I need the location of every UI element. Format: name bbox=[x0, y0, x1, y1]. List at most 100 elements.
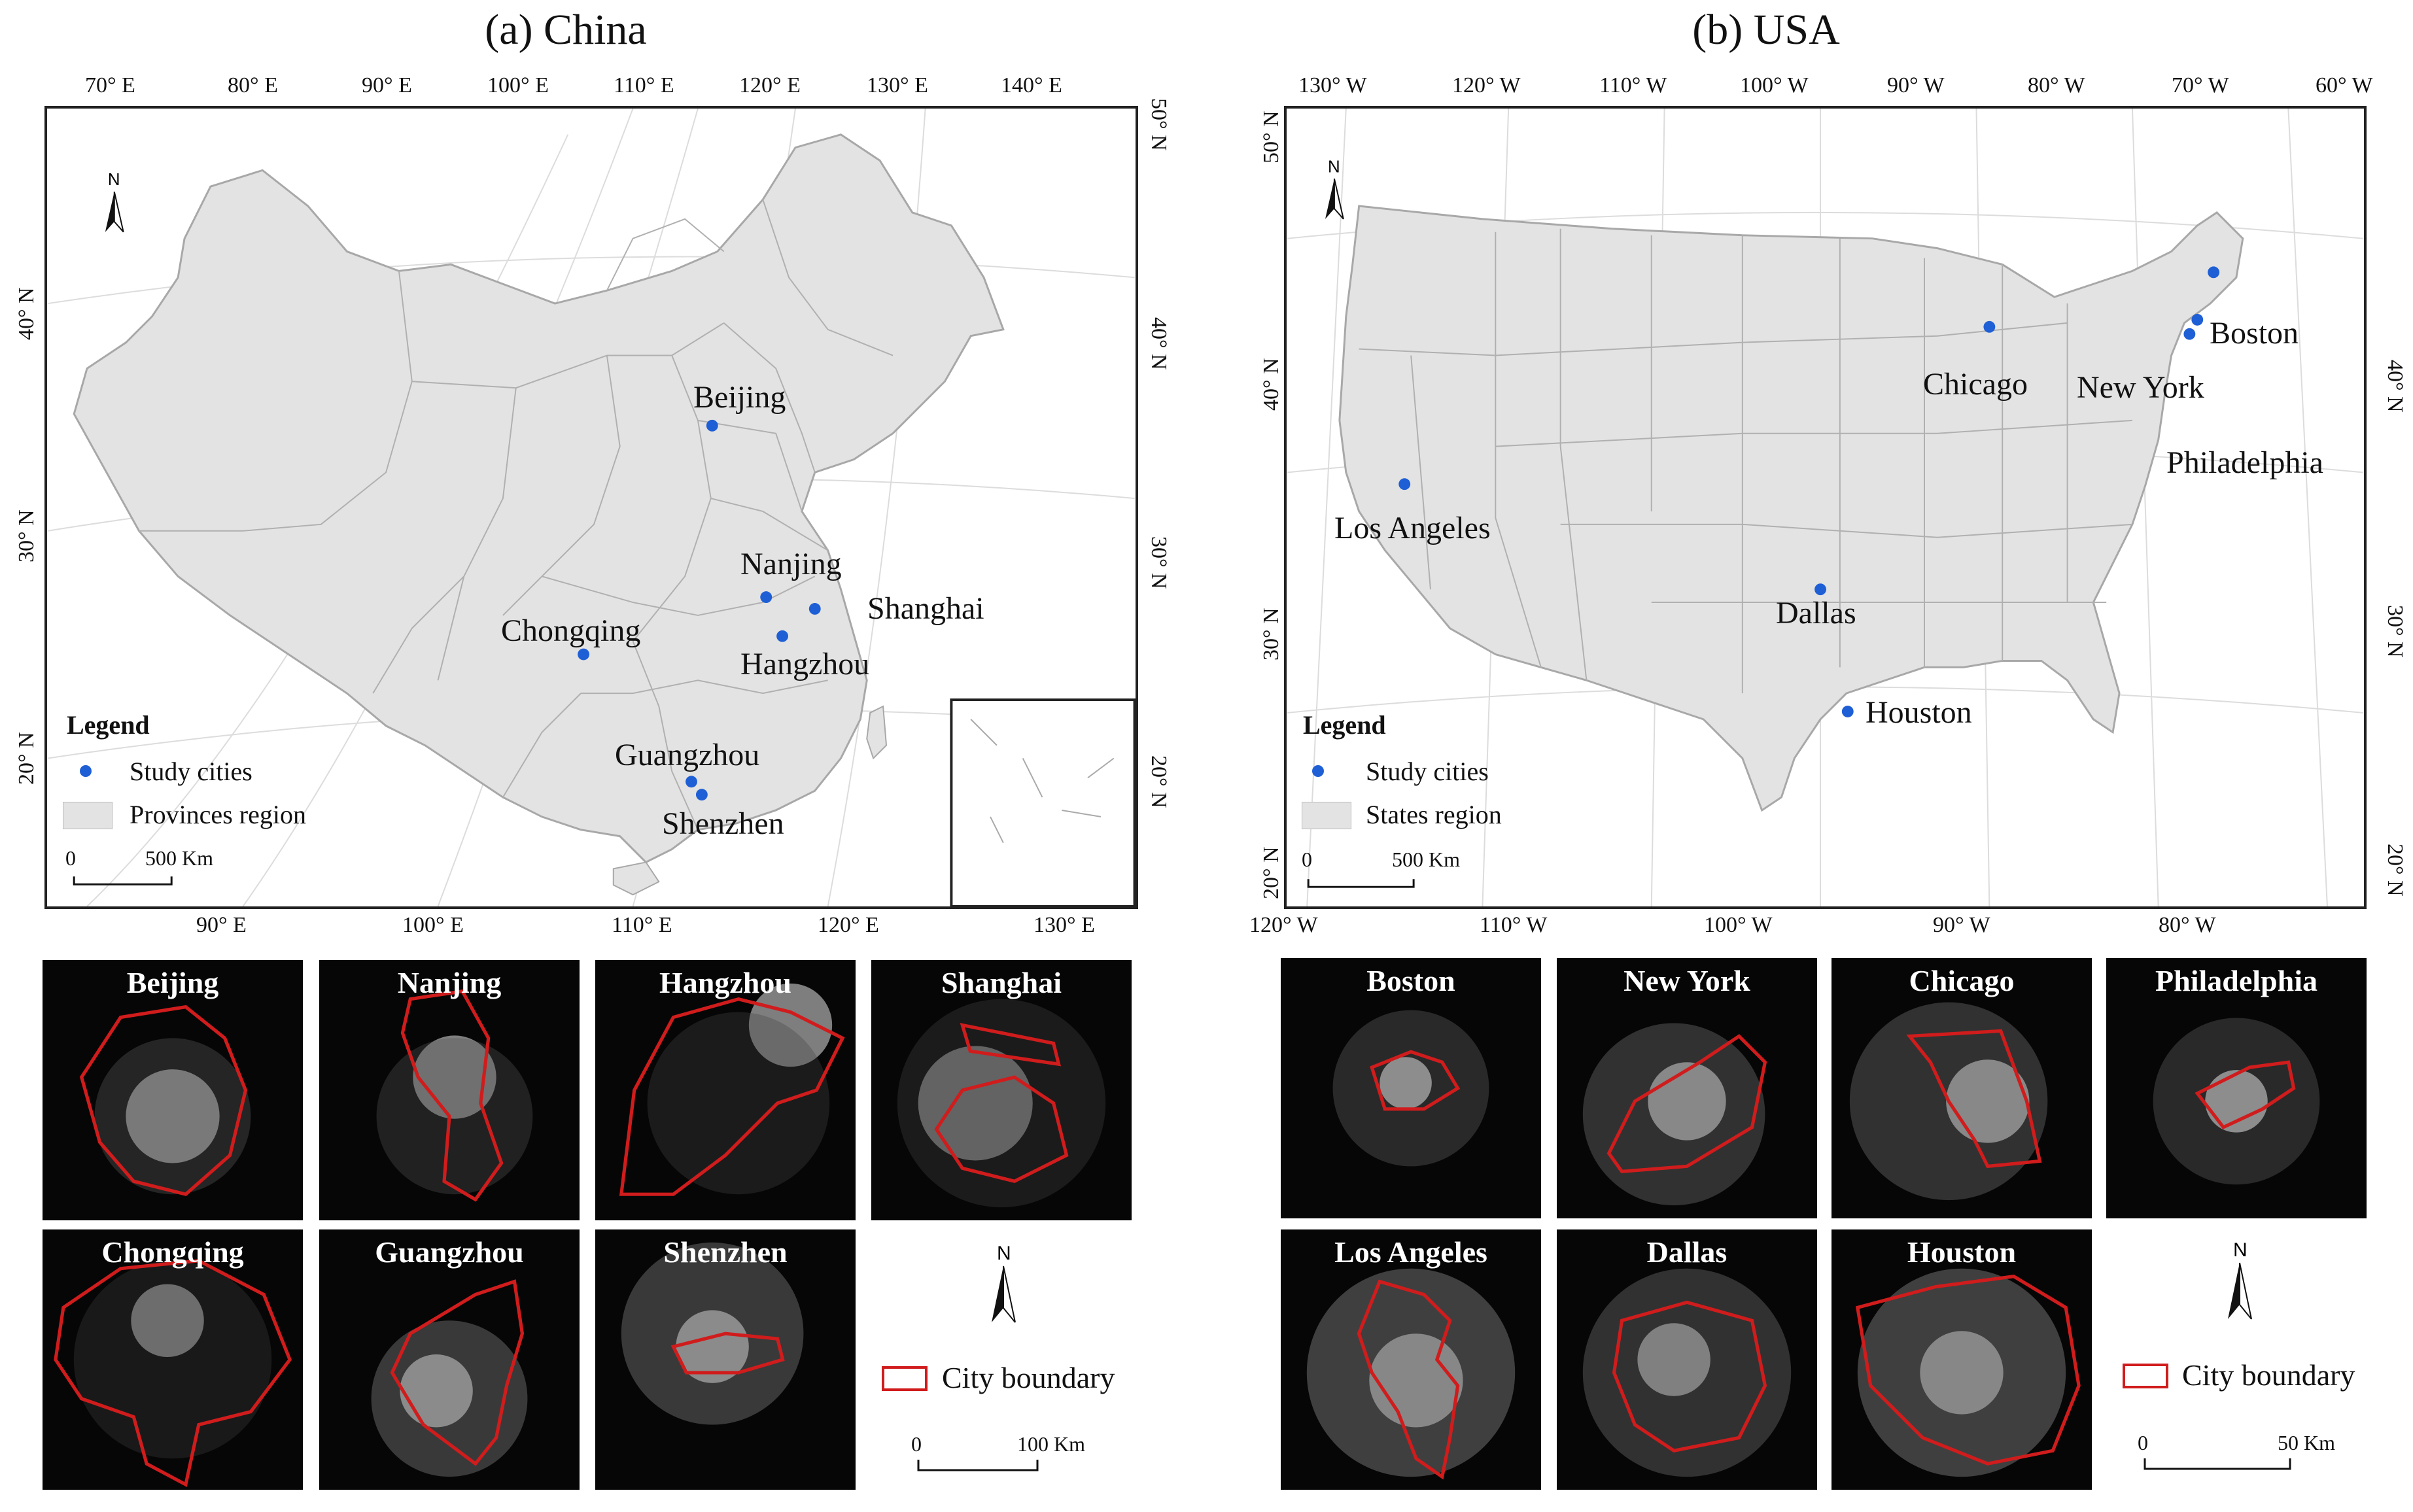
panel-label-new-york: New York bbox=[1623, 964, 1750, 997]
china-panels-scale-bar bbox=[917, 1460, 1039, 1471]
china-right-tick: 40° N bbox=[1147, 317, 1171, 370]
china-bottom-tick: 120° E bbox=[818, 913, 879, 937]
china-bottom-tick: 90° E bbox=[196, 913, 247, 937]
china-panels-north-arrow: N bbox=[992, 1243, 1016, 1323]
svg-text:N: N bbox=[2233, 1239, 2248, 1261]
usa-panels-scale-bar bbox=[2144, 1458, 2291, 1470]
city-label-hangzhou: Hangzhou bbox=[740, 647, 870, 681]
china-top-tick: 80° E bbox=[228, 73, 278, 97]
china-right-tick: 20° N bbox=[1147, 755, 1171, 808]
china-panels-scale-zero: 0 bbox=[911, 1432, 922, 1456]
city-dot-los-angeles bbox=[1398, 478, 1411, 490]
usa-panels-scale-value: 50 Km bbox=[2278, 1431, 2335, 1454]
china-map: N bbox=[44, 106, 1138, 909]
china-panel-guangzhou: Guangzhou bbox=[319, 1229, 580, 1490]
city-label-nanjing: Nanjing bbox=[740, 547, 842, 581]
city-label-dallas: Dallas bbox=[1776, 596, 1856, 630]
china-left-tick: 40° N bbox=[14, 287, 39, 340]
city-dot-hangzhou bbox=[776, 630, 789, 642]
usa-legend-title: Legend bbox=[1303, 710, 1386, 740]
city-label-new-york: New York bbox=[2077, 370, 2204, 405]
usa-top-tick: 130° W bbox=[1298, 73, 1367, 97]
china-right-tick: 50° N bbox=[1147, 98, 1171, 151]
china-panel-beijing: Beijing bbox=[43, 960, 303, 1220]
city-label-boston: Boston bbox=[2210, 316, 2299, 351]
usa-panel-los-angeles: Los Angeles bbox=[1281, 1229, 1541, 1490]
svg-text:N: N bbox=[997, 1243, 1011, 1264]
usa-panel-chicago: Chicago bbox=[1831, 958, 2092, 1218]
usa-panel-dallas: Dallas bbox=[1557, 1229, 1817, 1490]
china-scale-bar bbox=[73, 876, 173, 885]
usa-boundary-swatch bbox=[2123, 1364, 2168, 1388]
china-north-arrow: N bbox=[105, 171, 124, 233]
city-dot-houston bbox=[1841, 706, 1854, 717]
usa-left-tick: 20° N bbox=[1259, 846, 1283, 899]
china-provinces-region bbox=[73, 133, 1005, 864]
china-panels-scale-value: 100 Km bbox=[1017, 1432, 1085, 1456]
usa-panel-new-york: New York bbox=[1557, 958, 1817, 1218]
china-title: (a) China bbox=[485, 6, 647, 54]
china-panel-chongqing: Chongqing bbox=[43, 1229, 303, 1490]
china-panel-hangzhou: Hangzhou bbox=[595, 960, 856, 1220]
usa-top-tick: 60° W bbox=[2316, 73, 2373, 97]
panel-label-beijing: Beijing bbox=[126, 966, 219, 999]
china-top-tick: 100° E bbox=[487, 73, 549, 97]
south-china-sea-inset bbox=[950, 698, 1136, 906]
usa-left-tick: 40° N bbox=[1259, 358, 1283, 411]
usa-left-tick: 30° N bbox=[1259, 608, 1283, 661]
usa-panel-philadelphia: Philadelphia bbox=[2106, 958, 2367, 1218]
usa-right-tick: 40° N bbox=[2383, 360, 2407, 413]
city-label-houston: Houston bbox=[1866, 695, 1972, 730]
usa-scale-value: 500 Km bbox=[1392, 848, 1460, 871]
china-top-tick: 130° E bbox=[867, 73, 928, 97]
china-panel-nanjing: Nanjing bbox=[319, 960, 580, 1220]
city-dot-chicago bbox=[1983, 320, 1996, 333]
china-top-tick: 140° E bbox=[1001, 73, 1062, 97]
china-top-tick: 120° E bbox=[739, 73, 801, 97]
usa-bottom-tick: 90° W bbox=[1933, 913, 1990, 937]
usa-scale-zero: 0 bbox=[1302, 848, 1312, 871]
china-left-tick: 30° N bbox=[14, 509, 39, 562]
usa-north-arrow: N bbox=[1325, 158, 1344, 220]
city-dot-philadelphia bbox=[2183, 328, 2196, 340]
usa-top-tick: 110° W bbox=[1599, 73, 1667, 97]
china-right-tick: 30° N bbox=[1147, 536, 1171, 589]
city-dot-guangzhou bbox=[686, 776, 697, 788]
city-label-philadelphia: Philadelphia bbox=[2166, 445, 2323, 480]
china-boundary-swatch bbox=[882, 1366, 928, 1391]
city-dot-dallas bbox=[1814, 583, 1826, 596]
panel-label-shenzhen: Shenzhen bbox=[663, 1235, 788, 1269]
city-dot-shenzhen bbox=[695, 789, 708, 801]
usa-boundary-label: City boundary bbox=[2182, 1358, 2355, 1392]
china-top-tick: 70° E bbox=[85, 73, 135, 97]
china-legend-dot bbox=[80, 765, 92, 777]
china-top-tick: 110° E bbox=[614, 73, 674, 97]
usa-scale-bar bbox=[1307, 879, 1415, 888]
china-scale-value: 500 Km bbox=[145, 846, 213, 870]
city-label-los-angeles: Los Angeles bbox=[1334, 511, 1491, 545]
usa-legend-dot bbox=[1312, 765, 1324, 777]
svg-text:N: N bbox=[1328, 158, 1340, 176]
china-scale-zero: 0 bbox=[65, 846, 76, 870]
city-dot-shanghai bbox=[808, 603, 821, 615]
usa-top-tick: 90° W bbox=[1887, 73, 1945, 97]
china-boundary-label: City boundary bbox=[942, 1361, 1115, 1394]
china-legend-title: Legend bbox=[67, 710, 150, 740]
china-legend-point-label: Study cities bbox=[130, 757, 252, 786]
usa-map: N bbox=[1284, 106, 2367, 909]
city-dot-beijing bbox=[706, 419, 718, 432]
usa-right-tick: 20° N bbox=[2383, 844, 2407, 897]
panel-label-shanghai: Shanghai bbox=[941, 966, 1062, 999]
panel-label-boston: Boston bbox=[1366, 964, 1455, 997]
taiwan-island bbox=[866, 705, 888, 760]
usa-legend-point-label: Study cities bbox=[1366, 757, 1489, 786]
city-label-shenzhen: Shenzhen bbox=[662, 806, 784, 841]
usa-right-tick: 30° N bbox=[2383, 605, 2407, 658]
svg-text:N: N bbox=[108, 171, 120, 189]
china-top-tick: 90° E bbox=[362, 73, 412, 97]
china-bottom-tick: 100° E bbox=[402, 913, 464, 937]
usa-bottom-tick: 110° W bbox=[1480, 913, 1548, 937]
usa-legend-swatch bbox=[1302, 802, 1351, 829]
panel-label-dallas: Dallas bbox=[1646, 1235, 1727, 1269]
usa-panel-houston: Houston bbox=[1831, 1229, 2092, 1490]
